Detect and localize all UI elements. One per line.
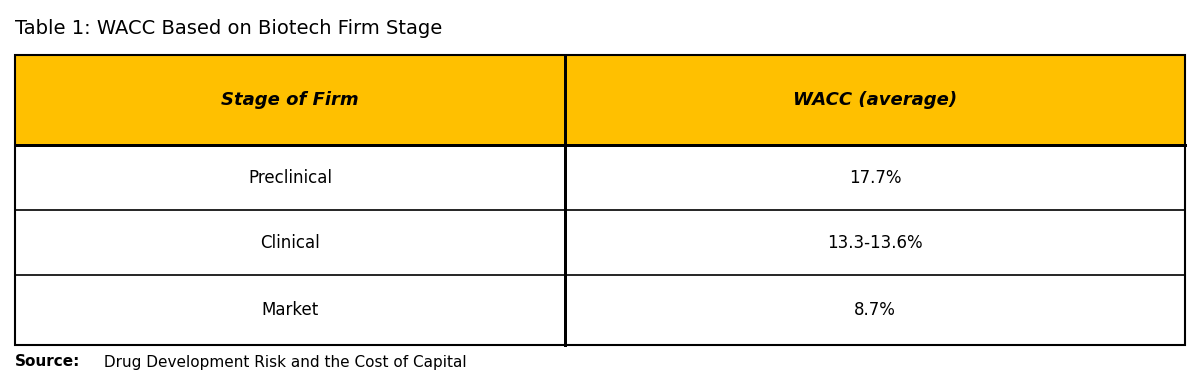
Text: Preclinical: Preclinical — [248, 168, 332, 186]
Text: 13.3-13.6%: 13.3-13.6% — [827, 233, 923, 252]
Bar — [14, 55, 1186, 345]
Text: WACC (average): WACC (average) — [793, 91, 958, 109]
Text: Source:: Source: — [14, 354, 80, 370]
Bar — [14, 55, 1186, 145]
Text: 8.7%: 8.7% — [854, 301, 896, 319]
Bar — [14, 210, 1186, 275]
Text: Market: Market — [262, 301, 318, 319]
Bar — [14, 275, 1186, 345]
Text: Table 1: WACC Based on Biotech Firm Stage: Table 1: WACC Based on Biotech Firm Stag… — [14, 19, 443, 37]
Text: Drug Development Risk and the Cost of Capital: Drug Development Risk and the Cost of Ca… — [100, 354, 467, 370]
Bar — [14, 145, 1186, 210]
Text: Stage of Firm: Stage of Firm — [221, 91, 359, 109]
Text: 17.7%: 17.7% — [848, 168, 901, 186]
Text: Clinical: Clinical — [260, 233, 320, 252]
